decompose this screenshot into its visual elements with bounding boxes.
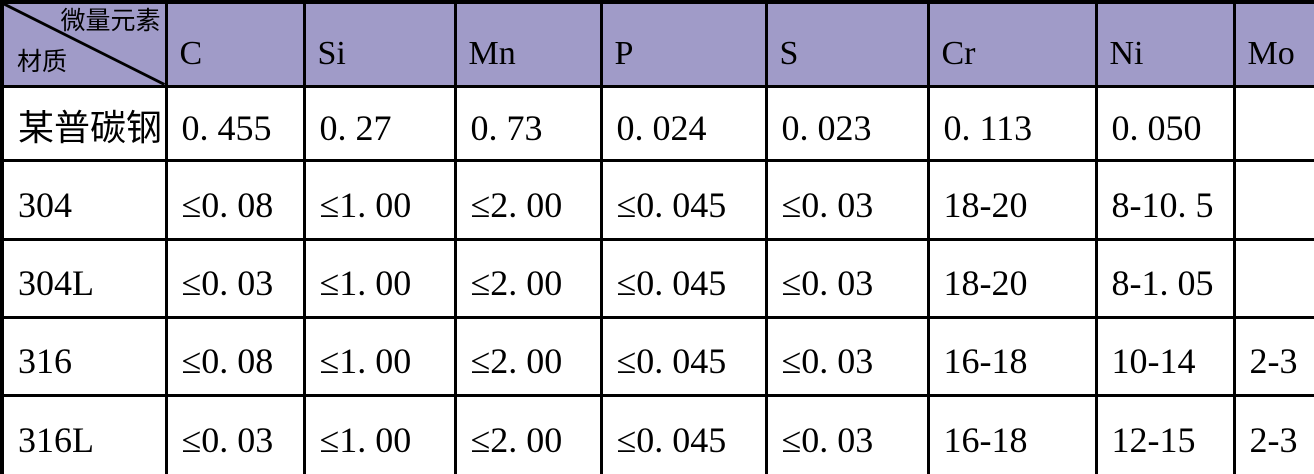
column-header-c: C <box>164 0 306 88</box>
table-row: 316L ≤0. 03 ≤1. 00 ≤2. 00 ≤0. 045 ≤0. 03… <box>0 393 1314 474</box>
column-header-ni: Ni <box>1094 0 1236 88</box>
corner-header-cell: 微量元素 材质 <box>0 0 168 88</box>
column-header-mn: Mn <box>453 0 603 88</box>
value-cell: ≤1. 00 <box>302 237 457 319</box>
value-cell: ≤0. 03 <box>164 237 306 319</box>
value-cell <box>1232 158 1314 241</box>
material-cell: 304L <box>0 237 168 319</box>
table-row: 304 ≤0. 08 ≤1. 00 ≤2. 00 ≤0. 045 ≤0. 03 … <box>0 158 1314 241</box>
table-row: 某普碳钢 0. 455 0. 27 0. 73 0. 024 0. 023 0.… <box>0 84 1314 162</box>
value-cell: 0. 113 <box>926 84 1098 162</box>
value-cell: ≤0. 08 <box>164 315 306 397</box>
value-cell: 2-3 <box>1232 315 1314 397</box>
value-cell: ≤2. 00 <box>453 237 603 319</box>
value-cell: ≤2. 00 <box>453 315 603 397</box>
value-cell: 12-15 <box>1094 393 1236 474</box>
column-header-p: P <box>599 0 768 88</box>
column-header-si: Si <box>302 0 457 88</box>
value-cell: ≤0. 03 <box>764 158 930 241</box>
header-row: 微量元素 材质 C Si Mn P S Cr Ni Mo <box>0 0 1314 88</box>
value-cell: 8-10. 5 <box>1094 158 1236 241</box>
value-cell: ≤0. 03 <box>764 315 930 397</box>
value-cell: 10-14 <box>1094 315 1236 397</box>
value-cell: 0. 050 <box>1094 84 1236 162</box>
material-cell: 304 <box>0 158 168 241</box>
value-cell: 0. 27 <box>302 84 457 162</box>
value-cell: 0. 024 <box>599 84 768 162</box>
column-header-mo: Mo <box>1232 0 1314 88</box>
value-cell: 18-20 <box>926 237 1098 319</box>
value-cell: ≤2. 00 <box>453 158 603 241</box>
value-cell <box>1232 237 1314 319</box>
value-cell: 0. 023 <box>764 84 930 162</box>
diagonal-divider-line <box>5 5 163 83</box>
value-cell: ≤1. 00 <box>302 393 457 474</box>
value-cell: ≤0. 045 <box>599 393 768 474</box>
value-cell: ≤0. 03 <box>764 237 930 319</box>
value-cell: 0. 455 <box>164 84 306 162</box>
table-row: 316 ≤0. 08 ≤1. 00 ≤2. 00 ≤0. 045 ≤0. 03 … <box>0 315 1314 397</box>
value-cell: 0. 73 <box>453 84 603 162</box>
value-cell: 2-3 <box>1232 393 1314 474</box>
value-cell: 16-18 <box>926 393 1098 474</box>
value-cell: ≤0. 045 <box>599 158 768 241</box>
column-header-cr: Cr <box>926 0 1098 88</box>
value-cell: 18-20 <box>926 158 1098 241</box>
material-cell: 某普碳钢 <box>0 84 168 162</box>
value-cell <box>1232 84 1314 162</box>
value-cell: 16-18 <box>926 315 1098 397</box>
value-cell: ≤0. 03 <box>764 393 930 474</box>
value-cell: ≤2. 00 <box>453 393 603 474</box>
table-row: 304L ≤0. 03 ≤1. 00 ≤2. 00 ≤0. 045 ≤0. 03… <box>0 237 1314 319</box>
value-cell: ≤1. 00 <box>302 315 457 397</box>
material-cell: 316 <box>0 315 168 397</box>
corner-bottom-label: 材质 <box>17 49 68 76</box>
value-cell: 8-1. 05 <box>1094 237 1236 319</box>
column-header-s: S <box>764 0 930 88</box>
value-cell: ≤0. 045 <box>599 237 768 319</box>
value-cell: ≤0. 045 <box>599 315 768 397</box>
value-cell: ≤0. 08 <box>164 158 306 241</box>
corner-top-label: 微量元素 <box>60 8 161 35</box>
value-cell: ≤0. 03 <box>164 393 306 474</box>
material-cell: 316L <box>0 393 168 474</box>
value-cell: ≤1. 00 <box>302 158 457 241</box>
